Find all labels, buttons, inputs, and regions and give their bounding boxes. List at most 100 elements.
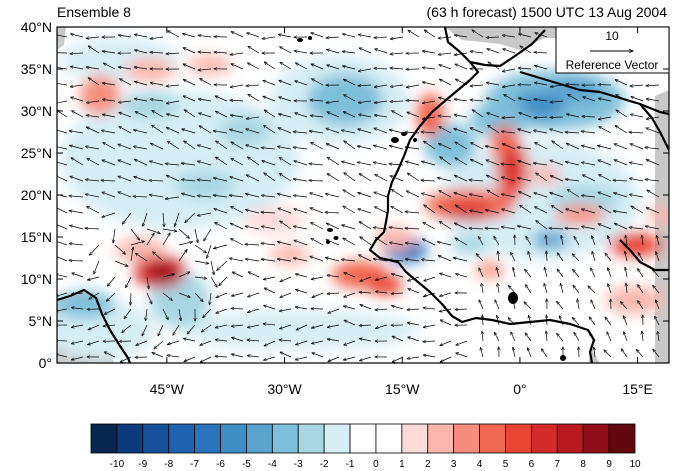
- wind-vector: [536, 221, 548, 230]
- wind-vector: [502, 117, 516, 118]
- wind-vector: [69, 196, 84, 197]
- wind-vector: [374, 68, 388, 69]
- wind-vector: [438, 116, 452, 117]
- wind-vector: [581, 146, 596, 150]
- wind-vector: [607, 332, 612, 342]
- wind-vector: [625, 251, 628, 262]
- wind-vector: [598, 192, 612, 198]
- wind-vector: [390, 68, 404, 69]
- wind-vector: [456, 353, 468, 358]
- wind-vector: [248, 63, 260, 70]
- wind-vector: [626, 235, 628, 246]
- wind-vector: [653, 269, 660, 278]
- wind-vector: [150, 143, 164, 150]
- wind-vector: [178, 272, 190, 278]
- wind-vector: [519, 113, 532, 118]
- wind-vector: [550, 101, 564, 102]
- wind-vector: [581, 195, 596, 197]
- wind-vector: [646, 85, 660, 86]
- wind-vector: [599, 126, 612, 134]
- wind-vector: [470, 51, 484, 54]
- wind-vector: [264, 356, 276, 360]
- wind-vector: [134, 34, 148, 38]
- colorbar-label: -4: [268, 459, 277, 470]
- wind-vector: [487, 113, 500, 118]
- wind-vector: [440, 157, 452, 166]
- wind-vector: [328, 308, 340, 313]
- wind-vector: [496, 267, 500, 278]
- wind-vector: [309, 180, 324, 181]
- wind-vector: [184, 110, 196, 118]
- wind-vector: [518, 34, 532, 38]
- wind-vector: [344, 320, 356, 326]
- wind-vector: [57, 35, 68, 38]
- wind-vector: [565, 132, 580, 133]
- colorbar-swatch: [168, 423, 196, 454]
- wind-vector: [71, 308, 84, 310]
- wind-vector: [325, 258, 340, 262]
- wind-vector: [376, 324, 388, 328]
- wind-vector: [103, 63, 116, 70]
- colorbar-label: -10: [110, 459, 125, 470]
- wind-vector: [344, 340, 356, 345]
- wind-vector: [598, 116, 612, 119]
- wind-vector: [646, 128, 660, 134]
- wind-vector: [69, 211, 84, 214]
- wind-vector: [472, 30, 484, 38]
- wind-vector: [166, 100, 180, 104]
- wind-vector: [560, 283, 564, 294]
- wind-vector: [133, 130, 148, 134]
- wind-vector: [519, 205, 532, 214]
- wind-vector: [135, 253, 148, 262]
- wind-vector: [658, 331, 660, 342]
- wind-vector: [246, 129, 260, 134]
- wind-vector: [565, 162, 580, 166]
- wind-vector: [620, 302, 628, 310]
- wind-vector: [358, 129, 372, 134]
- wind-vector: [573, 269, 580, 278]
- wind-vector: [215, 340, 228, 341]
- wind-vector: [646, 160, 660, 166]
- wind-vector: [533, 163, 548, 166]
- wind-vector: [486, 160, 500, 166]
- wind-vector: [136, 340, 148, 345]
- wind-vector: [293, 179, 308, 182]
- wind-vector: [471, 143, 484, 150]
- wind-vector: [198, 161, 212, 166]
- wind-vector: [326, 128, 340, 134]
- wind-vector: [582, 209, 596, 214]
- wind-vector: [453, 258, 468, 262]
- wind-vector: [574, 236, 580, 246]
- wind-vector: [613, 180, 628, 181]
- wind-vector: [535, 143, 548, 150]
- wind-vector: [598, 85, 612, 86]
- wind-vector: [200, 79, 212, 86]
- wind-vector: [423, 341, 436, 342]
- wind-vector: [504, 95, 516, 102]
- wind-vector: [470, 159, 484, 166]
- wind-vector: [375, 207, 388, 214]
- y-tick-label: 30°N: [21, 103, 52, 119]
- wind-vector: [210, 292, 212, 305]
- wind-vector: [358, 68, 372, 71]
- colorbar-swatch: [556, 423, 584, 454]
- y-tick-label: 40°N: [21, 19, 52, 35]
- wind-vector: [439, 79, 452, 86]
- wind-vector: [390, 36, 404, 39]
- wind-vector: [245, 226, 260, 230]
- wind-vector: [565, 228, 580, 229]
- wind-vector: [167, 355, 180, 357]
- wind-vector: [130, 228, 140, 240]
- wind-vector: [168, 31, 180, 38]
- wind-vector: [440, 292, 452, 296]
- wind-vector: [529, 315, 532, 326]
- wind-vector: [614, 144, 628, 150]
- wind-vector: [182, 193, 196, 198]
- wind-vector: [358, 85, 372, 86]
- colorbar-swatch: [530, 423, 558, 454]
- wind-vector: [550, 193, 564, 198]
- wind-vector: [391, 206, 404, 214]
- wind-vector: [421, 180, 436, 181]
- wind-vector: [312, 353, 324, 358]
- wind-vector: [574, 332, 580, 342]
